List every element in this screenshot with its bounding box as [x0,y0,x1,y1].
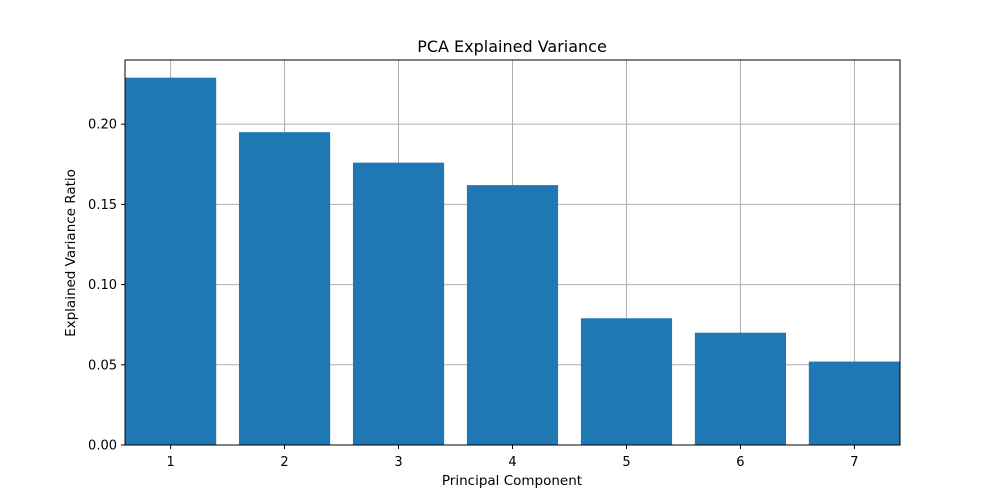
y-axis-label: Explained Variance Ratio [63,169,79,337]
bar [580,318,673,445]
x-tick-label: 1 [166,455,174,470]
x-axis-ticks: 1 2 3 4 5 6 7 [166,445,859,470]
y-axis-ticks: 0.00 0.05 0.10 0.15 0.20 [88,118,125,454]
y-tick-label: 0.10 [88,278,117,293]
bar [238,132,331,445]
bar [466,185,559,445]
bar [694,332,787,445]
x-tick-label: 3 [394,455,402,470]
bars [125,77,900,445]
y-tick-label: 0.05 [88,358,117,373]
x-tick-label: 6 [736,455,744,470]
x-tick-label: 7 [850,455,858,470]
x-axis-label: Principal Component [442,473,582,489]
y-tick-label: 0.00 [88,439,117,454]
bar [352,162,445,445]
chart-title: PCA Explained Variance [417,37,607,56]
bar [125,77,217,445]
x-tick-label: 4 [508,455,516,470]
bar [808,361,900,445]
y-tick-label: 0.20 [88,118,117,133]
x-tick-label: 5 [622,455,630,470]
x-tick-label: 2 [280,455,288,470]
y-tick-label: 0.15 [88,198,117,213]
